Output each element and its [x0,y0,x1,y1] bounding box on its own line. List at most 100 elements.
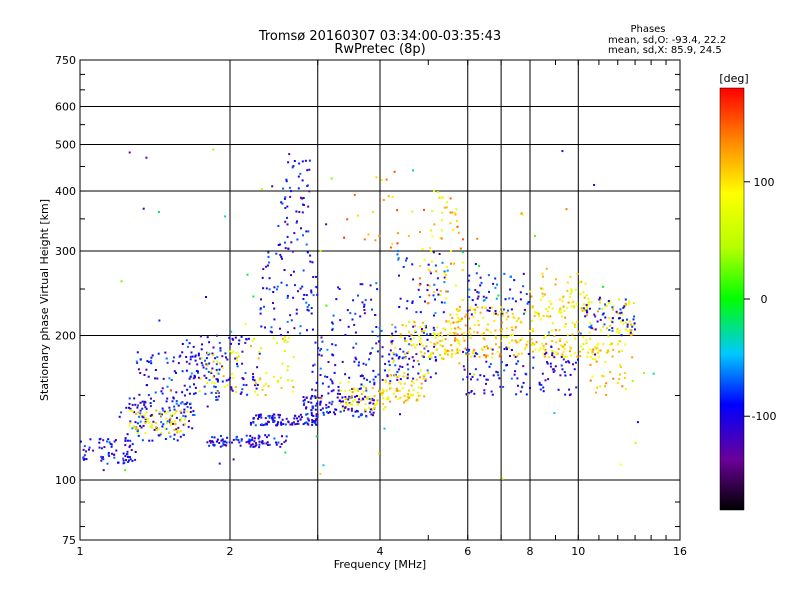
data-point [545,342,548,345]
data-point [462,336,465,339]
data-point [533,315,536,318]
data-point [394,330,397,333]
data-point [314,285,317,288]
data-point [625,304,627,306]
data-point [184,415,187,418]
data-point [505,327,508,330]
data-point [320,336,323,339]
data-point [347,381,350,384]
data-point [189,376,192,379]
data-point [260,347,263,350]
data-point [589,337,592,340]
data-point [532,327,535,330]
data-point [532,356,535,359]
data-point [331,380,334,383]
data-point [134,428,137,431]
data-point [354,312,357,315]
data-point [89,438,92,441]
data-point [303,402,306,405]
data-point [225,441,228,444]
data-point [550,302,553,305]
data-point [402,266,405,268]
data-point [406,398,409,401]
data-point [533,343,536,346]
data-point [368,398,371,400]
data-point [255,382,258,385]
data-point [391,243,394,245]
data-point [511,329,514,332]
data-point [442,357,445,360]
data-point [259,312,262,315]
data-point [173,405,176,408]
data-point [215,440,218,443]
data-point [399,396,402,399]
data-point [306,308,309,311]
data-point [306,422,309,425]
data-point [296,422,298,425]
data-point [143,413,146,416]
data-point [389,380,392,382]
data-point [286,340,289,343]
data-point [407,235,410,238]
data-point [382,402,385,405]
data-point [371,308,373,311]
data-point [620,349,623,352]
data-point [244,323,247,326]
data-point [158,412,161,415]
data-point [396,232,399,235]
data-point [429,333,432,335]
data-point [261,276,264,279]
data-point [128,445,131,448]
data-point [465,313,468,316]
data-point [141,415,144,418]
data-point [476,353,479,355]
data-point [302,203,304,206]
data-point [148,439,151,442]
data-point [171,421,174,423]
data-point [439,293,442,296]
data-point [137,368,140,371]
data-point [607,335,610,338]
data-point [584,282,587,285]
data-point [311,388,314,391]
data-point [396,389,399,392]
data-point [439,344,442,347]
data-point [397,258,400,261]
data-point [189,355,192,358]
data-point [149,425,152,428]
data-point [313,363,316,366]
data-point [622,306,625,309]
data-point [548,355,551,358]
data-point [241,362,244,365]
data-point [515,362,518,365]
data-point [566,281,569,284]
data-point [193,392,195,395]
data-point [154,369,157,371]
data-point [134,451,137,453]
data-point [102,439,105,442]
data-point [503,272,506,275]
data-point [295,312,298,315]
data-point [314,389,317,392]
data-point [137,427,140,430]
data-point [344,389,347,392]
data-point [382,199,385,201]
data-point [185,360,188,363]
data-point [297,290,299,293]
data-point [612,348,615,351]
data-point [591,375,594,378]
data-point [434,343,437,346]
data-point [277,421,280,424]
data-point [241,388,244,391]
data-point [542,347,545,350]
data-point [481,306,484,309]
data-point [454,213,457,216]
data-point [280,255,283,258]
data-point [321,407,324,410]
data-point [128,397,131,400]
data-point [279,445,282,448]
data-point [131,403,134,406]
data-point [532,366,535,369]
data-point [163,410,166,413]
data-point [531,307,534,309]
